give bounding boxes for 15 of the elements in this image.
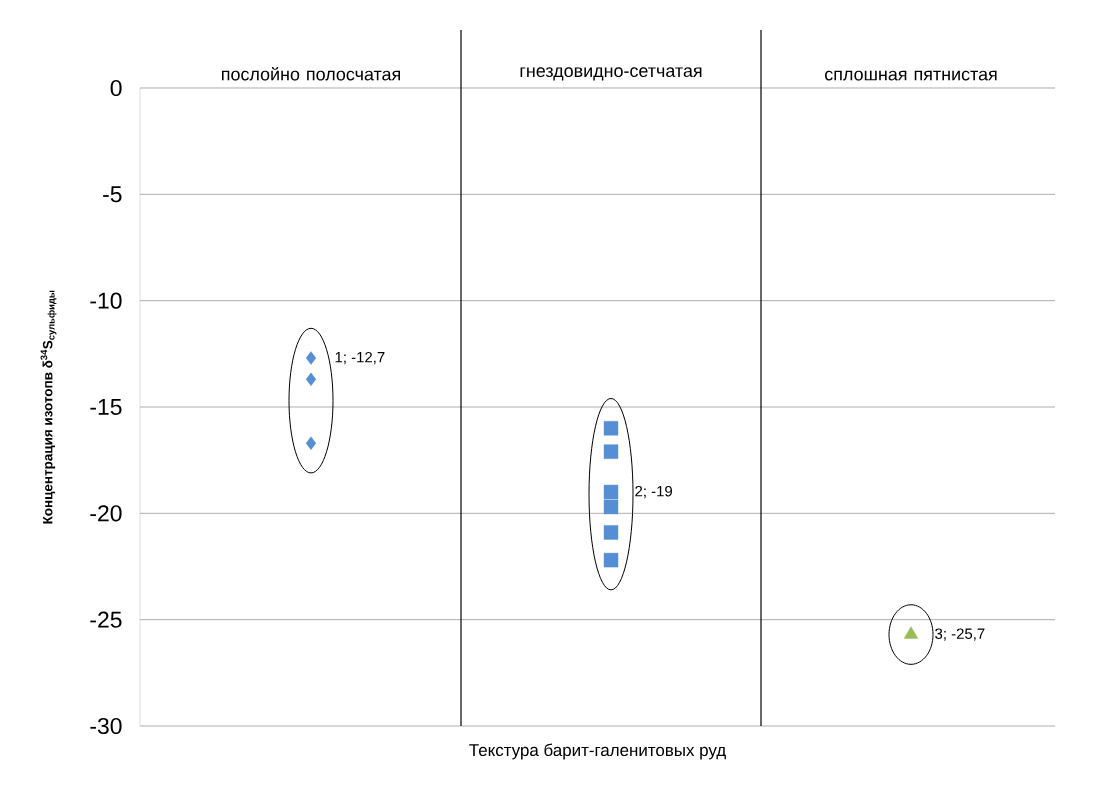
y-tick-label: -5 (103, 186, 122, 203)
x-tick-label: сплошная пятнистая (825, 70, 997, 81)
y-tick-label: -30 (90, 717, 122, 735)
data-label: 1; -12,7 (335, 351, 385, 365)
x-tick-label: гнездовидно-сетчатая (520, 67, 702, 81)
x-axis-title: Текстура барит-галенитовых руд (469, 743, 726, 760)
y-tick-label: -20 (90, 505, 122, 522)
x-tick-label: послойно полосчатая (222, 66, 400, 81)
y-tick-label: -25 (90, 611, 122, 628)
y-tick-label: -15 (90, 399, 122, 415)
data-label: 2; -19 (635, 485, 673, 499)
y-tick-label: 0 (110, 79, 122, 97)
text: Концентрация изотопв δ$^{34}$S$_{сульфиды}$ (40, 290, 57, 524)
data-label: 3; -25,7 (935, 628, 985, 641)
y-tick-label: -10 (90, 292, 122, 309)
